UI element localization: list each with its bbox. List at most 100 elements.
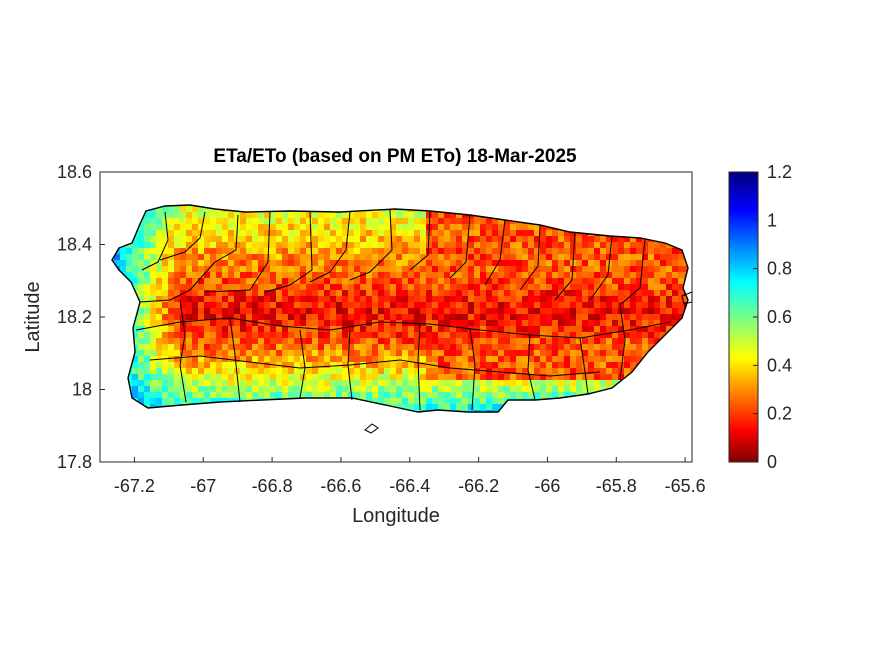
heatmap-cell (402, 344, 408, 350)
heatmap-cell (582, 266, 588, 272)
heatmap-cell (474, 356, 480, 362)
heatmap-cell (216, 398, 222, 404)
heatmap-cell (390, 386, 396, 392)
heatmap-cell (558, 344, 564, 350)
heatmap-cell (516, 284, 522, 290)
heatmap-cell (330, 218, 336, 224)
heatmap-cell (540, 356, 546, 362)
heatmap-cell (378, 284, 384, 290)
heatmap-cell (258, 266, 264, 272)
heatmap-cell (264, 212, 270, 218)
heatmap-cell (450, 254, 456, 260)
heatmap-cell (528, 320, 534, 326)
heatmap-cell (240, 218, 246, 224)
heatmap-cell (654, 320, 660, 326)
heatmap-cell (540, 296, 546, 302)
heatmap-cell (300, 278, 306, 284)
heatmap-cell (420, 260, 426, 266)
heatmap-cell (318, 272, 324, 278)
heatmap-cell (462, 326, 468, 332)
heatmap-cell (240, 332, 246, 338)
heatmap-cell (246, 284, 252, 290)
heatmap-cell (240, 278, 246, 284)
heatmap-cell (294, 344, 300, 350)
heatmap-cell (468, 266, 474, 272)
municipality-boundary (554, 231, 576, 301)
heatmap-cell (222, 332, 228, 338)
heatmap-cell (156, 374, 162, 380)
heatmap-cell (336, 380, 342, 386)
heatmap-cell (480, 350, 486, 356)
heatmap-cell (240, 344, 246, 350)
heatmap-cell (570, 326, 576, 332)
heatmap-cell (504, 266, 510, 272)
heatmap-cell (486, 380, 492, 386)
heatmap-cell (456, 260, 462, 266)
heatmap-cell (360, 248, 366, 254)
y-tick-label-3: 18.4 (57, 235, 92, 255)
municipality-boundary (299, 329, 306, 399)
heatmap-cell (348, 380, 354, 386)
heatmap-cell (366, 296, 372, 302)
heatmap-cell (168, 308, 174, 314)
heatmap-cell (138, 380, 144, 386)
heatmap-cell (168, 350, 174, 356)
heatmap-cell (492, 284, 498, 290)
heatmap-cell (498, 320, 504, 326)
heatmap-cell (240, 380, 246, 386)
heatmap-cell (120, 248, 126, 254)
heatmap-cell (186, 218, 192, 224)
heatmap-cell (480, 410, 486, 412)
heatmap-cell (138, 314, 144, 320)
heatmap-cell (588, 248, 594, 254)
municipality-boundary (229, 317, 241, 403)
heatmap-cell (240, 254, 246, 260)
heatmap-cell (492, 326, 498, 332)
heatmap-cell (384, 218, 390, 224)
heatmap-cell (486, 326, 492, 332)
heatmap-cell (444, 290, 450, 296)
heatmap-cell (540, 260, 546, 266)
heatmap-cell (624, 356, 630, 362)
x-tick-label-4: -66.4 (389, 476, 430, 496)
heatmap-cell (402, 290, 408, 296)
heatmap-cell (612, 302, 618, 308)
heatmap-cell (144, 356, 150, 362)
heatmap-cell (276, 392, 282, 398)
heatmap-cell (360, 254, 366, 260)
y-tick-label-4: 18.6 (57, 162, 92, 182)
heatmap-cell (210, 266, 216, 272)
heatmap-cell (504, 236, 510, 242)
heatmap-cell (174, 212, 180, 218)
heatmap-cell (462, 350, 468, 356)
heatmap-cell (630, 266, 636, 272)
heatmap-cell (468, 254, 474, 260)
heatmap-cell (378, 218, 384, 224)
heatmap-cell (642, 296, 648, 302)
heatmap-cell (384, 302, 390, 308)
heatmap-cell (618, 374, 624, 380)
heatmap-cell (264, 308, 270, 314)
heatmap-cell (630, 332, 636, 338)
heatmap-cell (426, 356, 432, 362)
heatmap-cell (258, 236, 264, 242)
heatmap-cell (492, 260, 498, 266)
heatmap-cell (546, 260, 552, 266)
heatmap-cell (228, 284, 234, 290)
heatmap-cell (558, 302, 564, 308)
heatmap-cell (570, 386, 576, 392)
heatmap-cell (366, 308, 372, 314)
heatmap-cell (372, 314, 378, 320)
heatmap-cell (486, 320, 492, 326)
heatmap-cell (222, 242, 228, 248)
heatmap-cell (420, 386, 426, 392)
heatmap-cell (324, 320, 330, 326)
heatmap-cell (192, 368, 198, 374)
heatmap-cell (234, 344, 240, 350)
heatmap-cell (666, 320, 672, 326)
heatmap-cell (612, 260, 618, 266)
heatmap-cell (444, 272, 450, 278)
heatmap-cell (420, 224, 426, 230)
heatmap-cell (648, 332, 654, 338)
heatmap-cell (384, 374, 390, 380)
